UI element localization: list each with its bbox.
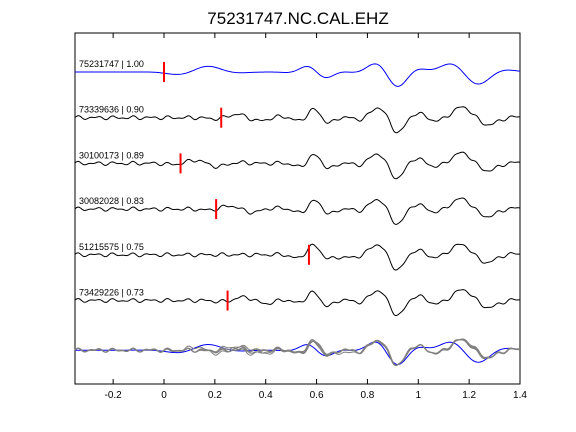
x-tick-label: 1 — [416, 390, 422, 401]
x-tick-label: 0.8 — [360, 390, 374, 401]
chart-title: 75231747.NC.CAL.EHZ — [207, 9, 388, 28]
x-tick-label: 0.6 — [310, 390, 324, 401]
stack-waveform — [75, 341, 521, 366]
x-tick-label: 0 — [161, 390, 167, 401]
x-tick-label: 1.2 — [462, 390, 476, 401]
x-axis: -0.2 0 0.2 0.4 0.6 0.8 1 1.2 1.4 — [105, 33, 527, 401]
trace-label: 30082028 | 0.83 — [79, 196, 144, 206]
trace-waveform — [75, 63, 521, 87]
trace-label: 75231747 | 1.00 — [79, 59, 144, 69]
x-tick-label: 1.4 — [513, 390, 527, 401]
trace-label: 73429226 | 0.73 — [79, 288, 144, 298]
trace-waveform — [74, 151, 521, 180]
trace-waveform — [74, 197, 521, 225]
trace-label: 73339636 | 0.90 — [79, 105, 144, 115]
trace-waveform — [74, 243, 521, 271]
pick-markers — [163, 62, 310, 311]
trace-labels: 75231747 | 1.00 73339636 | 0.90 30100173 |… — [79, 59, 144, 298]
plot-axes-frame — [74, 32, 521, 385]
x-tick-label: -0.2 — [105, 390, 123, 401]
trace-waveform — [74, 289, 521, 317]
stack-waveform — [74, 338, 521, 366]
stack-overlay — [74, 338, 521, 367]
x-tick-label: 0.4 — [259, 390, 273, 401]
trace-label: 51215575 | 0.75 — [79, 242, 144, 252]
x-tick-label: 0.2 — [208, 390, 222, 401]
trace-waveform — [74, 106, 521, 134]
traces-group — [74, 63, 521, 317]
trace-label: 30100173 | 0.89 — [79, 150, 144, 160]
